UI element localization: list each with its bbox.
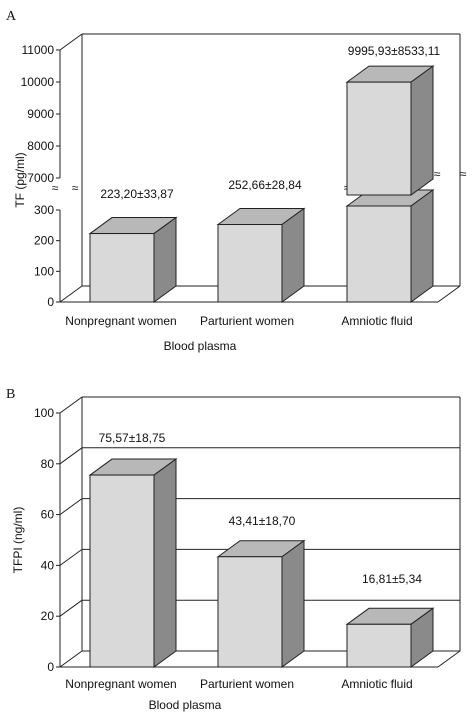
panel-b-category-label: Nonpregnant women	[65, 677, 176, 691]
panel-b-category-label: Amniotic fluid	[341, 677, 412, 691]
panel-a-category-label: Parturient women	[200, 314, 294, 328]
panel-a-bar-parturient-side	[281, 207, 305, 303]
panel-b-ytick-label: 60	[41, 508, 55, 522]
panel-a-label: A	[6, 9, 17, 24]
panel-b-ytick-label: 20	[41, 609, 55, 623]
panel-b-value-label: 16,81±5,34	[362, 572, 422, 586]
panel-b-bar-nonpregnant-side	[153, 458, 177, 668]
panel-b-ytick-label: 0	[47, 660, 54, 674]
panel-b-grid-diag	[59, 599, 83, 617]
panel-a-ylabel: TF (pg/ml)	[13, 152, 27, 207]
panel-b-grid-diag	[59, 396, 83, 414]
panel-a-ytick-label: 11000	[22, 43, 55, 57]
panel-a-value-label: 223,20±33,87	[100, 187, 174, 201]
panel-a-ytick-label: 200	[34, 234, 54, 248]
panel-b-bar-parturient-front	[217, 556, 283, 668]
panel-b-grid-diag	[59, 498, 83, 516]
panel-a-ytick-label: 100	[34, 264, 54, 278]
panel-a-ytick-label: 9000	[27, 107, 54, 121]
panel-b-value-label: 43,41±18,70	[229, 514, 296, 528]
panel-b-value-label: 75,57±18,75	[99, 431, 166, 445]
axis-break-mark: ≈	[52, 181, 59, 195]
panel-a-bar-amniotic-upper-front	[346, 81, 412, 196]
panel-b-bar-amniotic-front	[346, 623, 412, 668]
panel-b-grid-diag	[59, 447, 83, 465]
panel-b-floor-left	[59, 650, 83, 668]
panel-a-ytick-label: 300	[34, 203, 54, 217]
axis-break-mark: ≈	[434, 167, 441, 181]
panel-a-bar-nonpregnant-front	[89, 233, 155, 303]
panel-a-axis-top-link	[59, 33, 83, 51]
panel-a-category-label: Nonpregnant women	[65, 314, 176, 328]
panel-a-value-label: 252,66±28,84	[228, 178, 302, 192]
panel-a-ytick-label: 8000	[27, 139, 54, 153]
panel-b-grid-diag	[59, 548, 83, 566]
panel-b-ylabel: TFPI (ng/ml)	[11, 507, 25, 574]
panel-b-category-label: Parturient women	[200, 677, 294, 691]
axis-break-mark: ≈	[72, 181, 79, 195]
panel-a-bar-amniotic-upper-side	[410, 65, 434, 196]
panel-a-ytick-label: 0	[47, 295, 54, 309]
panel-b-xlabel: Blood plasma	[149, 698, 222, 712]
panel-a-floor-left	[59, 285, 83, 303]
panel-a-xlabel: Blood plasma	[164, 339, 237, 353]
panel-a-ytick-label: 7000	[27, 171, 54, 185]
panel-b-ytick-label: 100	[34, 406, 54, 420]
panel-b-ytick-label: 80	[41, 457, 55, 471]
panel-b-floor-right	[437, 650, 461, 668]
panel-a-value-label: 9995,93±8533,11	[348, 44, 441, 58]
panel-b-label: B	[6, 387, 15, 402]
panel-b-bar-parturient-side	[281, 539, 305, 668]
panel-a-category-label: Amniotic fluid	[341, 314, 412, 328]
axis-break-mark: ≈	[460, 167, 467, 181]
panel-a-bar-amniotic-lower-front	[346, 205, 412, 303]
panel-a-floor-right	[437, 285, 461, 303]
panel-a-bar-amniotic-lower-side	[410, 189, 434, 303]
panel-a-ytick-label: 10000	[21, 75, 55, 89]
panel-b-ytick-label: 40	[41, 558, 55, 572]
panel-b-bar-nonpregnant-front	[89, 474, 155, 668]
panel-a-bar-parturient-front	[217, 224, 283, 303]
